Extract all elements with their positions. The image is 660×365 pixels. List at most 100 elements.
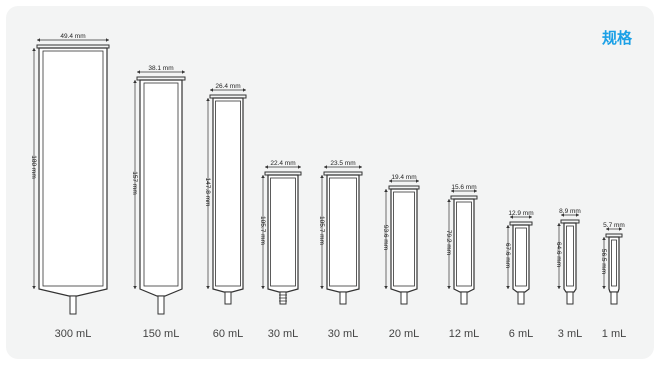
cartridge: 5.7 mm 56.5 mm 1 mL: [600, 222, 626, 340]
cartridge-diagram: 49.4 mm 180 mm 300 mL 38.1 mm 157 mm 150 mL 26…: [30, 33, 626, 340]
arrowhead: [557, 286, 561, 289]
cartridge-inner-wall: [270, 177, 296, 287]
height-label: 147.8 mm: [204, 178, 211, 207]
arrowhead: [557, 223, 561, 226]
cartridge-body: [512, 224, 530, 293]
width-label: 22.4 mm: [270, 160, 295, 167]
arrowhead: [602, 286, 606, 289]
volume-label: 12 mL: [449, 328, 480, 340]
height-label: 105.7 mm: [259, 216, 266, 245]
spec-title: 规格: [601, 29, 632, 47]
cartridge: 12.9 mm 67.6 mm 6 mL: [504, 210, 534, 340]
cartridge-inner-wall: [566, 225, 574, 287]
arrowhead: [261, 175, 265, 178]
cartridge-inner-wall: [143, 82, 179, 287]
arrowhead: [416, 179, 419, 183]
arrowhead: [261, 286, 265, 289]
width-label: 8.9 mm: [559, 208, 581, 215]
cartridge-body: [390, 188, 418, 293]
arrowhead: [324, 165, 327, 169]
arrowhead: [243, 88, 246, 92]
cartridge-nozzle: [224, 291, 232, 305]
arrowhead: [447, 286, 451, 289]
arrowhead: [510, 215, 513, 219]
cartridge-body: [212, 97, 244, 293]
arrowhead: [384, 286, 388, 289]
volume-label: 3 mL: [558, 328, 582, 340]
arrowhead: [447, 199, 451, 202]
arrowhead: [206, 98, 210, 101]
cartridge-nozzle: [460, 291, 468, 305]
cartridge-inner-wall: [456, 201, 472, 287]
width-label: 38.1 mm: [148, 65, 173, 72]
cartridge-body: [608, 236, 620, 293]
arrowhead: [506, 286, 510, 289]
width-label: 15.6 mm: [451, 184, 476, 191]
arrowhead: [389, 179, 392, 183]
width-label: 49.4 mm: [60, 33, 85, 40]
volume-label: 30 mL: [328, 328, 359, 340]
cartridge: 22.4 mm 105.7 mm 30 mL: [259, 160, 302, 340]
arrowhead: [106, 38, 109, 42]
height-label: 79.2 mm: [445, 230, 452, 255]
height-label: 67.6 mm: [504, 243, 511, 268]
cartridge: 15.6 mm 79.2 mm 12 mL: [445, 184, 479, 340]
volume-label: 20 mL: [389, 328, 420, 340]
arrowhead: [133, 286, 137, 289]
cartridge-body: [563, 222, 577, 293]
cartridge-nozzle: [339, 291, 347, 305]
arrowhead: [619, 227, 622, 231]
arrowhead: [137, 70, 140, 74]
cartridge-nozzle: [69, 295, 77, 315]
arrowhead: [32, 48, 36, 51]
width-label: 5.7 mm: [603, 222, 625, 229]
width-label: 26.4 mm: [215, 83, 240, 90]
volume-label: 300 mL: [55, 328, 92, 340]
arrowhead: [451, 189, 454, 193]
height-label: 56.5 mm: [600, 249, 607, 274]
cartridge: 38.1 mm 157 mm 150 mL: [131, 65, 186, 340]
cartridge: 8.9 mm 64.6 mm 3 mL: [555, 208, 582, 340]
cartridge: 49.4 mm 180 mm 300 mL: [30, 33, 110, 340]
arrowhead: [576, 213, 579, 217]
height-label: 64.6 mm: [555, 242, 562, 267]
cartridge-inner-wall: [611, 239, 617, 287]
volume-label: 1 mL: [602, 328, 626, 340]
cartridge-body: [38, 47, 108, 297]
cartridge-nozzle: [157, 295, 165, 315]
cartridge-body: [139, 79, 183, 297]
cartridge-inner-wall: [215, 100, 241, 287]
spec-card: 规格 49.4 mm 180 mm 300 mL 38.1 mm 157 mm 150 m…: [6, 6, 654, 359]
arrowhead: [210, 88, 213, 92]
cartridge-nozzle: [566, 291, 574, 305]
cartridge-nozzle: [610, 291, 618, 305]
cartridge: 26.4 mm 147.8 mm 60 mL: [204, 83, 247, 340]
arrowhead: [474, 189, 477, 193]
volume-label: 60 mL: [213, 328, 244, 340]
arrowhead: [298, 165, 301, 169]
volume-label: 150 mL: [143, 328, 180, 340]
cartridge-inner-wall: [393, 191, 415, 287]
arrowhead: [320, 286, 324, 289]
width-label: 12.9 mm: [508, 210, 533, 217]
cartridge-nozzle: [517, 291, 525, 305]
arrowhead: [37, 38, 40, 42]
width-label: 23.5 mm: [330, 160, 355, 167]
arrowhead: [32, 286, 36, 289]
cartridge-inner-wall: [515, 227, 527, 287]
arrowhead: [265, 165, 268, 169]
volume-label: 6 mL: [509, 328, 533, 340]
arrowhead: [206, 286, 210, 289]
arrowhead: [384, 189, 388, 192]
width-label: 19.4 mm: [391, 174, 416, 181]
cartridge-inner-wall: [42, 50, 104, 287]
arrowhead: [133, 80, 137, 83]
cartridge-body: [267, 174, 299, 293]
arrowhead: [606, 227, 609, 231]
cartridge-body: [453, 198, 475, 293]
arrowhead: [182, 70, 185, 74]
height-label: 105.7 mm: [318, 216, 325, 245]
cartridge-nozzle: [400, 291, 408, 305]
cartridge: 23.5 mm 105.7 mm 30 mL: [318, 160, 363, 340]
arrowhead: [359, 165, 362, 169]
